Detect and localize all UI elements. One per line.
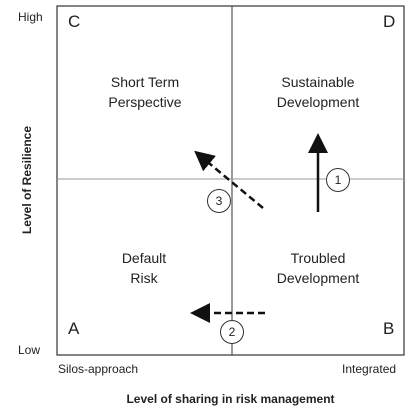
quadrant-text-line: Short Term	[110, 74, 180, 90]
marker-1: 1	[326, 168, 350, 192]
quadrant-text-line: Sustainable	[281, 74, 355, 90]
quadrant-letter-b: B	[383, 319, 395, 338]
quadrant-text-line: Development	[276, 270, 360, 286]
quadrant-text-line: Troubled	[290, 250, 346, 266]
quadrant-letter-d: D	[383, 12, 396, 31]
quadrant-text-line: Risk	[130, 270, 158, 286]
x-axis-title: Level of sharing in risk management	[126, 392, 335, 406]
y-axis-title: Level of Resilience	[20, 125, 34, 235]
quadrant-text-line: Perspective	[108, 94, 182, 110]
x-axis-right-label: Integrated	[342, 362, 397, 376]
quadrant-text-sustainable: Sustainable Development	[258, 72, 378, 112]
quadrant-text-line: Development	[276, 94, 360, 110]
quadrant-text-short-term: Short Term Perspective	[85, 72, 205, 112]
y-axis-low-label: Low	[18, 343, 41, 357]
y-axis-high-label: High	[18, 10, 43, 24]
matrix-frame	[56, 5, 405, 356]
quadrant-letter-c: C	[68, 12, 81, 31]
quadrant-text-troubled: Troubled Development	[258, 248, 378, 288]
marker-3: 3	[207, 189, 231, 213]
quadrant-text-default-risk: Default Risk	[84, 248, 204, 288]
x-axis-left-label: Silos-approach	[58, 362, 139, 376]
quadrant-letter-a: A	[68, 319, 80, 338]
quadrant-text-line: Default	[121, 250, 167, 266]
dashed-diagonal-arrow	[194, 150, 264, 209]
marker-2: 2	[220, 320, 244, 344]
